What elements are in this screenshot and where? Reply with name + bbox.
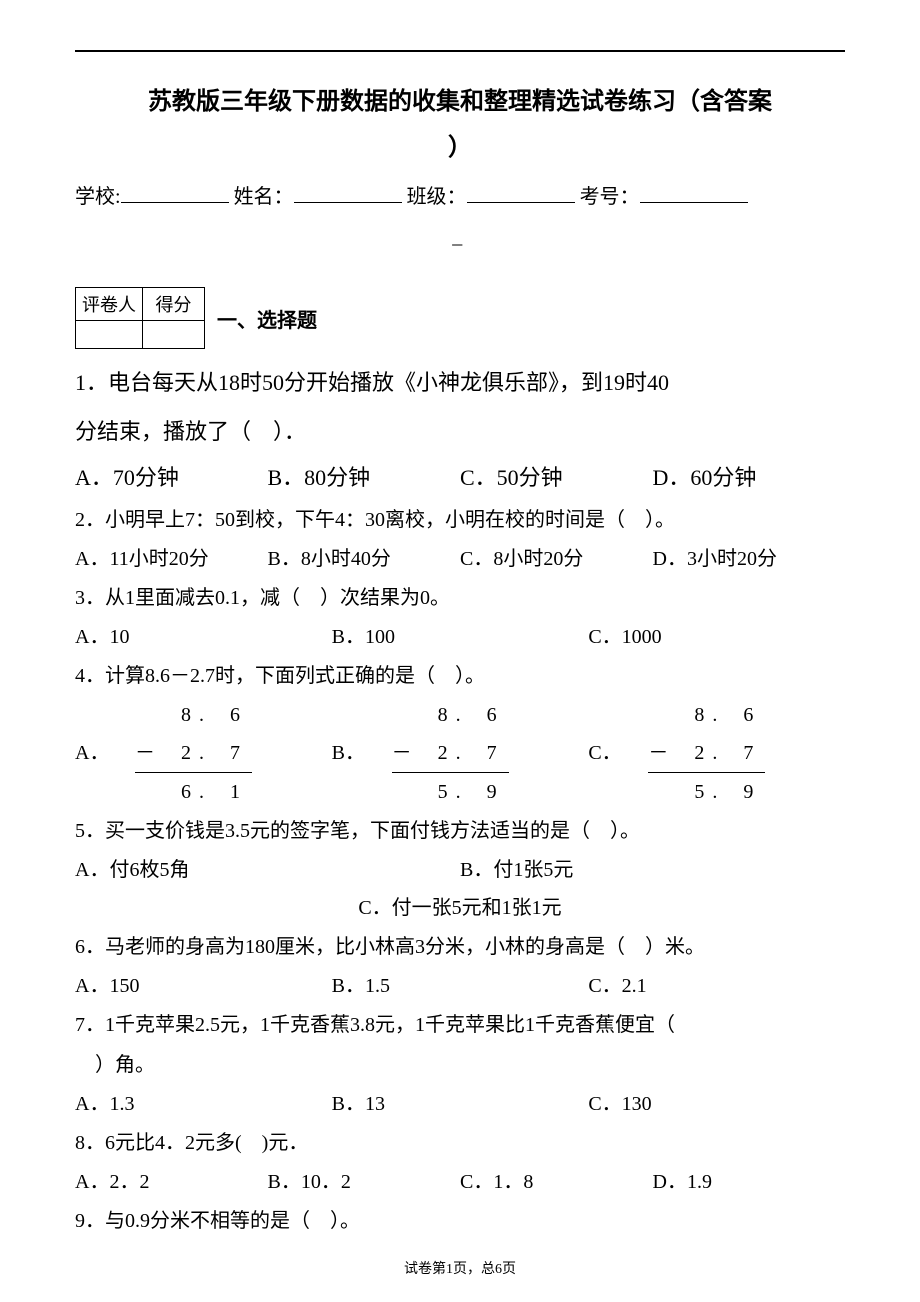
student-info-line: 学校: 姓名： 班级： 考号： _	[75, 177, 845, 257]
question-2: 2．小明早上7：50到校，下午4：30离校，小明在校的时间是（ ）。	[75, 500, 845, 540]
question-9: 9．与0.9分米不相等的是（ ）。	[75, 1201, 845, 1241]
q8-options: A．2．2 B．10．2 C．1．8 D．1.9	[75, 1163, 845, 1201]
q1-opt-c[interactable]: C．50分钟	[460, 456, 653, 500]
q1-opt-b[interactable]: B．80分钟	[268, 456, 461, 500]
q2-opt-d[interactable]: D．3小时20分	[653, 540, 846, 578]
q4-opt-c-label[interactable]: C．	[588, 734, 648, 772]
q5-opt-b[interactable]: B．付1张5元	[460, 851, 845, 889]
q5-opt-c[interactable]: C．付一张5元和1张1元	[358, 897, 561, 919]
q7-opt-c[interactable]: C．130	[588, 1085, 845, 1123]
q3-opt-c[interactable]: C．1000	[588, 618, 845, 656]
name-blank[interactable]	[294, 181, 402, 203]
q1-opt-d[interactable]: D．60分钟	[653, 456, 846, 500]
q4-opt-c[interactable]: 8. 6 － 2. 7 5. 9	[648, 696, 845, 811]
q7-options: A．1.3 B．13 C．130	[75, 1085, 845, 1123]
score-header: 得分	[143, 288, 205, 321]
question-1: 1．电台每天从18时50分开始播放《小神龙俱乐部》，到19时40 分结束，播放了…	[75, 359, 845, 456]
exam-page: 苏教版三年级下册数据的收集和整理精选试卷练习（含答案 ） 学校: 姓名： 班级：…	[0, 0, 920, 1302]
q7-line1: 7．1千克苹果2.5元，1千克香蕉3.8元，1千克苹果比1千克香蕉便宜（	[75, 1005, 845, 1045]
q6-opt-c[interactable]: C．2.1	[588, 967, 845, 1005]
grader-score-table: 评卷人 得分	[75, 287, 205, 349]
q1-options: A．70分钟 B．80分钟 C．50分钟 D．60分钟	[75, 456, 845, 500]
q8-opt-a[interactable]: A．2．2	[75, 1163, 268, 1201]
score-cell[interactable]	[143, 321, 205, 349]
title-line-1: 苏教版三年级下册数据的收集和整理精选试卷练习（含答案	[75, 80, 845, 126]
q4-opt-a[interactable]: 8. 6 － 2. 7 6. 1	[135, 696, 332, 811]
q5-options-row2: C．付一张5元和1张1元	[75, 889, 845, 927]
grader-cell[interactable]	[76, 321, 143, 349]
q7-opt-b[interactable]: B．13	[332, 1085, 589, 1123]
class-label: 班级：	[407, 186, 467, 208]
grader-header: 评卷人	[76, 288, 143, 321]
question-5: 5．买一支价钱是3.5元的签字笔，下面付钱方法适当的是（ ）。	[75, 811, 845, 851]
section-header-row: 评卷人 得分 一、选择题	[75, 287, 845, 349]
q3-opt-b[interactable]: B．100	[332, 618, 589, 656]
q2-options: A．11小时20分 B．8小时40分 C．8小时20分 D．3小时20分	[75, 540, 845, 578]
q1-line2: 分结束，播放了（ ）．	[75, 408, 845, 456]
q4-options: A． 8. 6 － 2. 7 6. 1 B． 8. 6 － 2. 7 5. 9 …	[75, 696, 845, 811]
q6-opt-a[interactable]: A．150	[75, 967, 332, 1005]
question-6: 6．马老师的身高为180厘米，比小林高3分米，小林的身高是（ ）米。	[75, 927, 845, 967]
q4-opt-b[interactable]: 8. 6 － 2. 7 5. 9	[392, 696, 589, 811]
examno-label: 考号：	[580, 186, 640, 208]
q7-opt-a[interactable]: A．1.3	[75, 1085, 332, 1123]
q5-options-row1: A．付6枚5角 B．付1张5元	[75, 851, 845, 889]
school-label: 学校:	[75, 186, 121, 208]
q6-options: A．150 B．1.5 C．2.1	[75, 967, 845, 1005]
name-label: 姓名：	[234, 186, 294, 208]
q2-opt-c[interactable]: C．8小时20分	[460, 540, 653, 578]
q4-opt-b-label[interactable]: B．	[332, 734, 392, 772]
q1-opt-a[interactable]: A．70分钟	[75, 456, 268, 500]
title-line-2: ）	[75, 126, 845, 172]
q8-opt-d[interactable]: D．1.9	[653, 1163, 846, 1201]
q2-opt-a[interactable]: A．11小时20分	[75, 540, 268, 578]
school-blank[interactable]	[121, 181, 229, 203]
q1-line1: 1．电台每天从18时50分开始播放《小神龙俱乐部》，到19时40	[75, 359, 845, 407]
q4-opt-a-label[interactable]: A．	[75, 734, 135, 772]
q8-opt-b[interactable]: B．10．2	[268, 1163, 461, 1201]
question-4: 4．计算8.6－2.7时，下面列式正确的是（ ）。	[75, 656, 845, 696]
question-7: 7．1千克苹果2.5元，1千克香蕉3.8元，1千克苹果比1千克香蕉便宜（ ）角。	[75, 1005, 845, 1085]
q5-opt-a[interactable]: A．付6枚5角	[75, 851, 460, 889]
q7-line2: ）角。	[75, 1045, 845, 1085]
question-8: 8．6元比4．2元多( )元．	[75, 1123, 845, 1163]
exam-title: 苏教版三年级下册数据的收集和整理精选试卷练习（含答案 ）	[75, 80, 845, 171]
examno-blank[interactable]	[640, 181, 748, 203]
q3-options: A．10 B．100 C．1000	[75, 618, 845, 656]
q3-opt-a[interactable]: A．10	[75, 618, 332, 656]
page-footer: 试卷第1页，总6页	[0, 1258, 920, 1278]
q6-opt-b[interactable]: B．1.5	[332, 967, 589, 1005]
q8-opt-c[interactable]: C．1．8	[460, 1163, 653, 1201]
question-3: 3．从1里面减去0.1，减（ ）次结果为0。	[75, 578, 845, 618]
q2-opt-b[interactable]: B．8小时40分	[268, 540, 461, 578]
section-1-title: 一、选择题	[217, 304, 317, 333]
top-rule	[75, 50, 845, 52]
class-blank[interactable]	[467, 181, 575, 203]
